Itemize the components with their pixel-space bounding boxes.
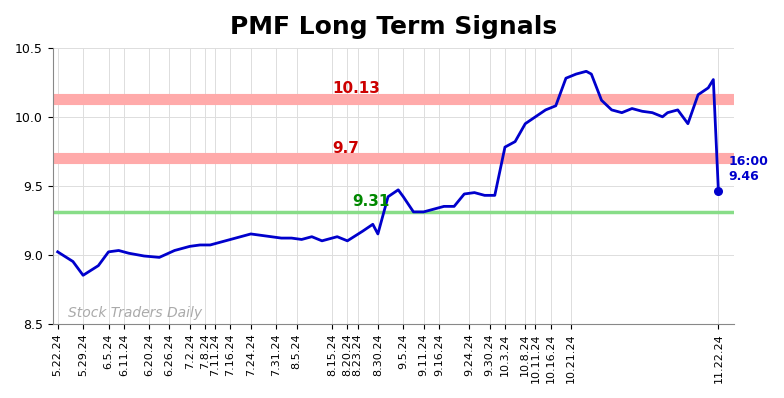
- Text: 9.31: 9.31: [353, 194, 390, 209]
- Text: Stock Traders Daily: Stock Traders Daily: [68, 306, 202, 320]
- Text: 10.13: 10.13: [332, 81, 380, 96]
- Text: 16:00
9.46: 16:00 9.46: [728, 155, 768, 183]
- Title: PMF Long Term Signals: PMF Long Term Signals: [230, 15, 557, 39]
- Point: [712, 188, 724, 194]
- Text: 9.7: 9.7: [332, 140, 359, 156]
